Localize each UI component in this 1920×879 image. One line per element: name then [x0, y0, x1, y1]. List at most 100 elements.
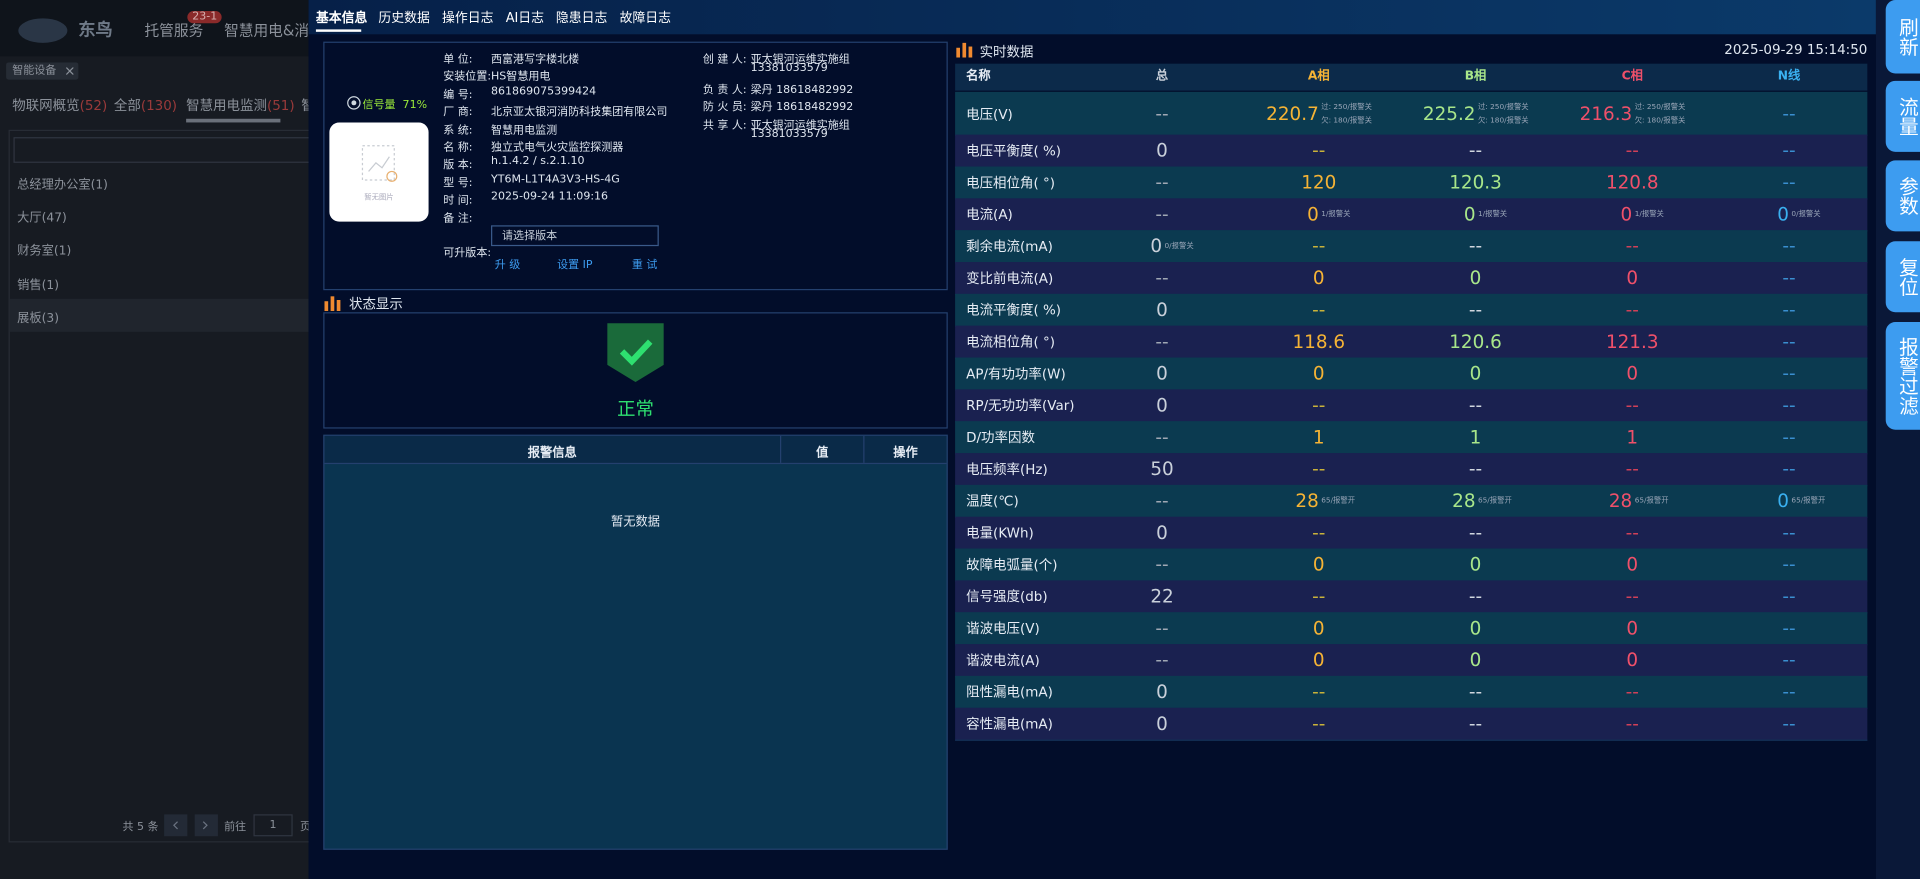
tab[interactable]: AI日志: [505, 11, 545, 26]
data-row: AP/有功功率(W) 0 0 0 0 --: [955, 357, 1868, 391]
cell-value: 0: [1469, 617, 1482, 640]
cell: --: [1711, 453, 1868, 485]
tab[interactable]: 基本信息: [315, 11, 368, 26]
contact-label: 负 责 人:: [702, 84, 747, 97]
data-row: 谐波电压(V) -- 0 0 0 --: [955, 612, 1868, 646]
tree-item[interactable]: 销售(1): [17, 278, 59, 293]
device-button[interactable]: 重 试: [631, 259, 658, 272]
action-button[interactable]: 流量: [1885, 80, 1920, 152]
cell-value: --: [1155, 617, 1169, 640]
cell: --: [1397, 294, 1554, 326]
field-value: HS智慧用电: [491, 71, 551, 84]
signal-label: 信号量: [362, 99, 396, 112]
cell: 0 1/报警关: [1554, 198, 1711, 230]
cell-note: 65/报警开: [1635, 494, 1669, 507]
row-name: 变比前电流(A): [966, 270, 1054, 287]
pager-arrows[interactable]: [164, 814, 218, 837]
action-button[interactable]: 报警过滤: [1885, 322, 1920, 430]
cell: 0: [1397, 549, 1554, 581]
tab-bar: [308, 0, 1876, 35]
cell-value: 118.6: [1292, 330, 1346, 353]
cell-value: --: [1625, 521, 1639, 544]
cell: 0: [1084, 294, 1241, 326]
cell-value: 120: [1301, 171, 1337, 194]
cell-value: 0: [1312, 553, 1325, 576]
cell-note: 65/报警开: [1791, 494, 1825, 507]
cell-value: 50: [1150, 457, 1174, 481]
row-name: 电流平衡度( %): [966, 302, 1062, 319]
tab[interactable]: 操作日志: [442, 11, 494, 26]
tab[interactable]: 隐患日志: [555, 11, 608, 26]
device-button[interactable]: 升 级: [494, 259, 521, 272]
cell: 120.3: [1397, 167, 1554, 199]
cell-value: --: [1625, 712, 1639, 735]
field-label: 单 位:: [443, 53, 473, 67]
cell: --: [1397, 676, 1554, 708]
cell: --: [1711, 549, 1868, 581]
cell-value: --: [1155, 489, 1169, 512]
note-line: 过: 250/报警关: [1477, 102, 1529, 111]
note-line: 0/报警关: [1164, 241, 1194, 251]
close-icon[interactable]: [66, 67, 74, 75]
page-input[interactable]: 1: [253, 814, 293, 837]
cell-value: 1: [1312, 426, 1325, 449]
background-tab[interactable]: 智慧用电监测(51): [186, 96, 294, 116]
cell: --: [1084, 549, 1241, 581]
note-line: 欠: 180/报警关: [1634, 115, 1686, 125]
tree-item[interactable]: 财务室(1): [17, 245, 72, 259]
cell-value: --: [1625, 298, 1639, 321]
tree-box: [8, 129, 312, 843]
tree-item[interactable]: 展板(3): [17, 311, 59, 326]
contact-value: 13381033579: [750, 128, 828, 141]
tag[interactable]: 智能设备: [6, 62, 79, 80]
tree-item[interactable]: 大厅(47): [17, 212, 67, 226]
action-button[interactable]: 刷新: [1885, 0, 1920, 74]
tab[interactable]: 历史数据: [378, 11, 430, 26]
data-row: 温度(℃) -- 28 65/报警开 28 65/报警开 28 65/报警开 0 65/报警开: [955, 484, 1868, 518]
tab[interactable]: 故障日志: [619, 11, 672, 26]
tab-count: (52): [79, 97, 108, 114]
tree-selected: [9, 298, 309, 332]
cell: 0: [1554, 644, 1711, 676]
nav-item[interactable]: 托管服务: [144, 22, 204, 40]
tab-label: 智慧用电监测: [186, 97, 267, 114]
nav-item[interactable]: 智慧用电&消防: [224, 22, 324, 40]
action-button[interactable]: 复位: [1885, 241, 1920, 313]
cell: --: [1397, 230, 1554, 262]
cell-value: --: [1782, 139, 1796, 162]
device-button[interactable]: 设置 IP: [557, 259, 593, 272]
search-input[interactable]: [13, 137, 312, 163]
data-row: 电压频率(Hz) 50 -- -- -- --: [955, 453, 1868, 487]
cell: --: [1240, 580, 1397, 612]
cell: 0: [1240, 549, 1397, 581]
cell-value: --: [1312, 298, 1326, 321]
cell: --: [1711, 676, 1868, 708]
cell-note: 65/报警开: [1478, 494, 1512, 507]
background-tab[interactable]: 全部(130): [114, 96, 177, 116]
cell-value: --: [1782, 266, 1796, 289]
image-placeholder: [361, 145, 398, 182]
cell: 0: [1397, 358, 1554, 390]
logo-icon: [18, 18, 68, 43]
version-select[interactable]: 请选择版本: [491, 225, 659, 247]
background-tab[interactable]: 物联网概览(52): [12, 96, 107, 116]
cell-value: 0: [1307, 203, 1319, 226]
cell: --: [1711, 135, 1868, 167]
cell-note: 1/报警关: [1478, 208, 1507, 221]
tree-item[interactable]: 总经理办公室(1): [17, 178, 108, 193]
cell-value: --: [1625, 235, 1639, 258]
cell-value: --: [1782, 585, 1796, 608]
cell: 0 0/报警关: [1711, 198, 1868, 230]
contact-value: 13381033579: [750, 62, 828, 75]
contact-value: 梁丹 18618482992: [750, 84, 854, 97]
data-row: 电压(V) -- 220.7 过: 250/报警关 欠: 180/报警关 225.2 过: …: [955, 91, 1868, 136]
cell-value: --: [1782, 102, 1796, 125]
cell-value: --: [1468, 235, 1483, 258]
cell-value: --: [1155, 102, 1169, 125]
cell: --: [1554, 294, 1711, 326]
data-row: D/功率因数 -- 1 1 1 --: [955, 421, 1868, 455]
action-button[interactable]: 参数: [1885, 160, 1920, 232]
cell-value: 0: [1469, 266, 1482, 289]
data-row: 电流相位角( °) -- 118.6 120.6 121.3 --: [955, 325, 1868, 359]
cell: --: [1240, 453, 1397, 485]
